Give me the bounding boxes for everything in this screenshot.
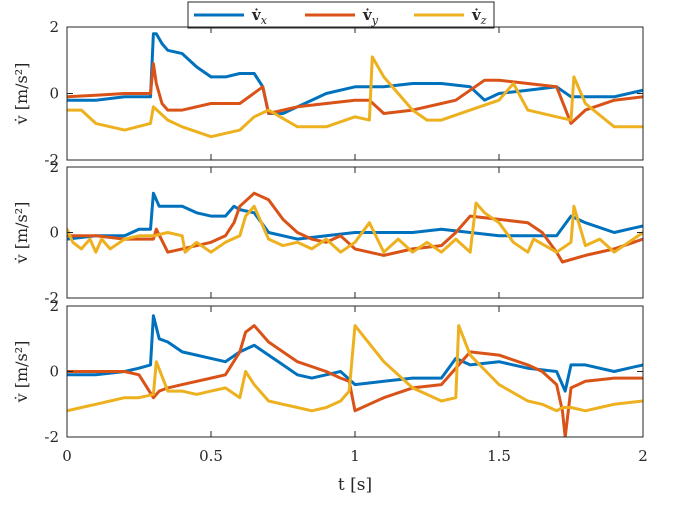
y-axis-label: v̇ [m/s²] — [12, 341, 31, 404]
legend-label-y: v̇y — [362, 6, 379, 27]
legend-label-x: v̇x — [251, 6, 268, 27]
series-line-z — [67, 55, 643, 139]
x-tick-label: 2 — [638, 447, 648, 465]
y-tick-label: 2 — [49, 158, 59, 176]
y-axis-label: v̇ [m/s²] — [12, 202, 31, 265]
panel-2: -2 0 2 v̇ [m/s²] — [12, 158, 644, 307]
x-tick-label: 0.5 — [199, 447, 223, 465]
x-tick-label: 1 — [350, 447, 360, 465]
x-tick-label: 1.5 — [487, 447, 511, 465]
panel-1: -2 0 2 v̇ [m/s²] — [12, 18, 644, 169]
x-axis-label: t [s] — [338, 475, 372, 495]
y-tick-label: -2 — [44, 428, 59, 446]
y-axis-label: v̇ [m/s²] — [12, 63, 31, 126]
x-tick-label: 0 — [62, 447, 72, 465]
series-line-y — [67, 191, 643, 264]
series-line-y — [67, 62, 643, 125]
y-tick-label: 0 — [49, 363, 59, 381]
y-tick-label: 2 — [49, 18, 59, 36]
y-tick-label: 0 — [49, 85, 59, 103]
legend: v̇x v̇y v̇z — [187, 1, 495, 29]
y-tick-label: -2 — [44, 289, 59, 307]
series-line-x — [67, 191, 643, 241]
series-line-z — [67, 201, 643, 254]
y-tick-label: 0 — [49, 224, 59, 242]
legend-label-z: v̇z — [471, 6, 487, 27]
series-line-y — [67, 324, 643, 437]
series-line-z — [67, 324, 643, 413]
y-tick-label: -2 — [44, 151, 59, 169]
y-tick-label: 2 — [49, 297, 59, 315]
